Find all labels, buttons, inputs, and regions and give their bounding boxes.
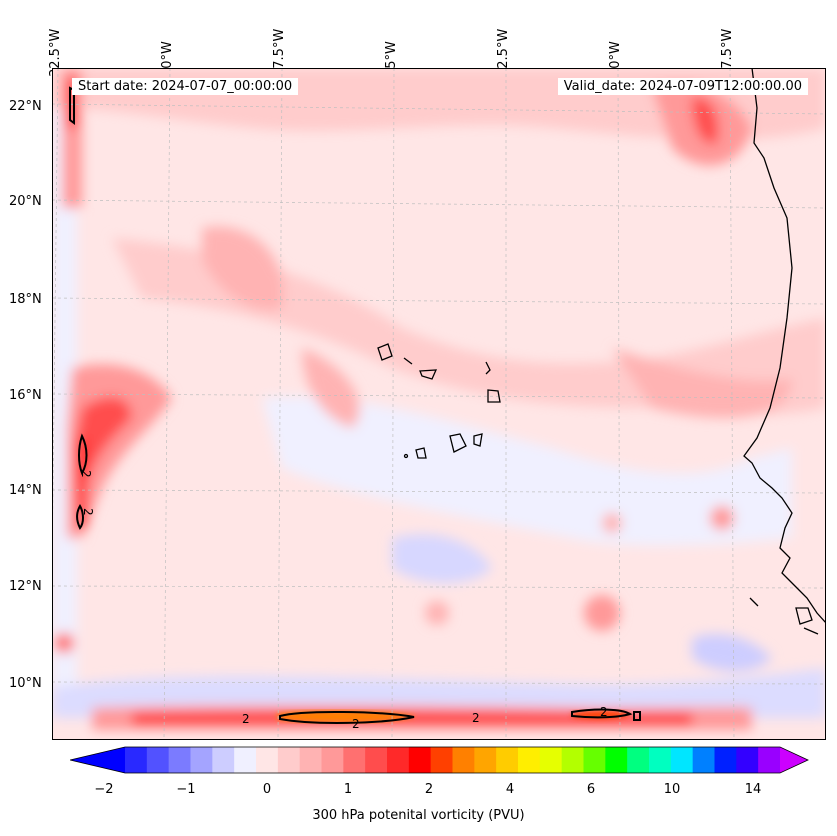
moderate-pv-region — [425, 601, 449, 625]
colorbar-swatch — [736, 747, 759, 773]
colorbar-swatch — [518, 747, 541, 773]
colorbar — [70, 746, 809, 774]
map-frame — [52, 68, 826, 740]
low-pv-region — [692, 634, 772, 672]
colorbar-tick-label: 10 — [663, 782, 681, 797]
high-pv-region — [74, 397, 132, 518]
colorbar-swatch — [539, 747, 563, 773]
colorbar-extend-high — [780, 747, 808, 773]
colorbar-tick-label: −2 — [94, 782, 114, 797]
colorbar-swatch — [714, 747, 737, 773]
colorbar-swatch — [496, 747, 519, 773]
africa-coastline — [743, 68, 826, 624]
colorbar-swatch — [670, 747, 694, 773]
colorbar-swatch — [146, 747, 170, 773]
colorbar-swatch — [387, 747, 410, 773]
contour-label: 2 — [472, 711, 480, 725]
moderate-pv-region — [584, 595, 620, 631]
pv-map: 2 2 2 2 2 2 — [52, 68, 826, 740]
colorbar-swatch — [234, 747, 257, 773]
start-date: Start date: 2024-07-07_00:00:00 — [72, 78, 299, 95]
lat-label: 12°N — [9, 579, 42, 594]
colorbar-tick-label: 2 — [424, 782, 434, 797]
moderate-pv-region — [202, 226, 284, 310]
contour-label: 2 — [79, 470, 93, 478]
colorbar-swatch — [692, 747, 715, 773]
colorbar-swatch — [125, 747, 148, 773]
colorbar-swatch — [583, 747, 606, 773]
colorbar-tick-label: 0 — [262, 782, 272, 797]
colorbar-extend-low — [70, 747, 125, 773]
colorbar-swatch — [365, 747, 388, 773]
colorbar-swatch — [212, 747, 235, 773]
colorbar-swatch — [474, 747, 497, 773]
colorbar-swatch — [256, 747, 279, 773]
moderate-pv-region — [692, 97, 719, 144]
colorbar-swatch — [649, 747, 672, 773]
colorbar-swatch — [758, 747, 781, 773]
colorbar-swatch — [190, 747, 213, 773]
moderate-pv-region — [302, 348, 360, 428]
colorbar-swatch — [561, 747, 584, 773]
colorbar-swatch — [277, 747, 301, 773]
colorbar-outline — [70, 746, 809, 774]
lat-label: 20°N — [9, 194, 42, 209]
lat-label: 16°N — [9, 388, 42, 403]
cape-verde-islands — [377, 343, 819, 635]
colorbar-swatch — [627, 747, 650, 773]
moderate-pv-region — [602, 513, 622, 533]
colorbar-swatch — [408, 747, 432, 773]
gridlines — [52, 68, 826, 740]
low-pv-region — [52, 88, 77, 708]
contour-label: 2 — [352, 717, 360, 731]
lat-label: 22°N — [9, 99, 42, 114]
colorbar-tick-label: 4 — [505, 782, 515, 797]
colorbar-tick-label: 6 — [586, 782, 596, 797]
colorbar-swatch — [168, 747, 191, 773]
moderate-pv-region — [612, 348, 792, 418]
colorbar-swatch — [605, 747, 628, 773]
moderate-pv-region — [54, 633, 74, 653]
colorbar-swatch — [343, 747, 366, 773]
lat-label: 18°N — [9, 292, 42, 307]
contour-label: 2 — [600, 705, 608, 719]
colorbar-tick-label: 1 — [343, 782, 353, 797]
lat-label: 14°N — [9, 483, 42, 498]
contour-labels: 2 2 2 2 2 2 — [79, 470, 608, 731]
colorbar-swatch — [452, 747, 475, 773]
lat-label: 10°N — [9, 676, 42, 691]
low-pv-region — [392, 534, 492, 583]
colorbar-label: 300 hPa potenital vorticity (PVU) — [312, 808, 525, 823]
low-pv-region — [262, 396, 792, 546]
contour-label: 2 — [81, 508, 95, 516]
moderate-pv-region — [710, 506, 734, 530]
contour-label: 2 — [242, 712, 250, 726]
colorbar-swatch — [321, 747, 344, 773]
colorbar-swatch — [299, 747, 322, 773]
colorbar-tick-label: 14 — [744, 782, 762, 797]
colorbar-tick-label: −1 — [176, 782, 196, 797]
colorbar-swatch — [430, 747, 453, 773]
valid-date: Valid_date: 2024-07-09T12:00:00.00 — [557, 78, 808, 95]
